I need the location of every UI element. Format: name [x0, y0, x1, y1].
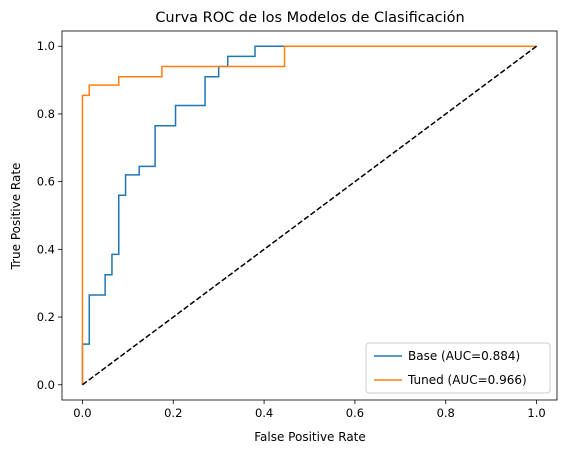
- y-tick-label: 0.6: [37, 175, 55, 189]
- legend-entry: Tuned (AUC=0.966): [407, 373, 527, 387]
- y-tick-label: 0.2: [37, 310, 55, 324]
- series-line-base: [81, 45, 537, 385]
- series-line-tuned: [81, 45, 537, 385]
- x-tick-label: 1.0: [527, 406, 545, 420]
- legend-entry: Base (AUC=0.884): [408, 349, 520, 363]
- y-tick-label: 0.4: [37, 242, 55, 256]
- plot-area: [61, 30, 558, 401]
- y-tick-label: 0.8: [37, 107, 55, 121]
- plot-frame: [61, 30, 558, 401]
- y-tick-label: 1.0: [37, 39, 55, 53]
- x-tick-label: 0.2: [164, 406, 182, 420]
- chance-diagonal-line: [81, 45, 538, 386]
- x-axis: 0.0 0.2 0.4 0.6 0.8 1.0: [73, 400, 546, 420]
- x-tick-label: 0.6: [346, 406, 364, 420]
- y-axis-label: True Positive Rate: [9, 163, 23, 271]
- legend: Base (AUC=0.884) Tuned (AUC=0.966): [365, 342, 551, 394]
- y-axis: 0.0 0.2 0.4 0.6 0.8 1.0: [37, 39, 62, 392]
- chart-title: Curva ROC de los Modelos de Clasificació…: [155, 10, 464, 26]
- x-tick-label: 0.0: [73, 406, 91, 420]
- x-axis-label: False Positive Rate: [254, 430, 366, 444]
- legend-box: [365, 342, 551, 394]
- x-tick-label: 0.4: [255, 406, 273, 420]
- y-tick-label: 0.0: [37, 378, 55, 392]
- x-tick-label: 0.8: [437, 406, 455, 420]
